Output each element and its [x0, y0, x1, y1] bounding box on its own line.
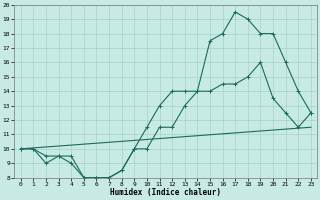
X-axis label: Humidex (Indice chaleur): Humidex (Indice chaleur) — [110, 188, 221, 197]
